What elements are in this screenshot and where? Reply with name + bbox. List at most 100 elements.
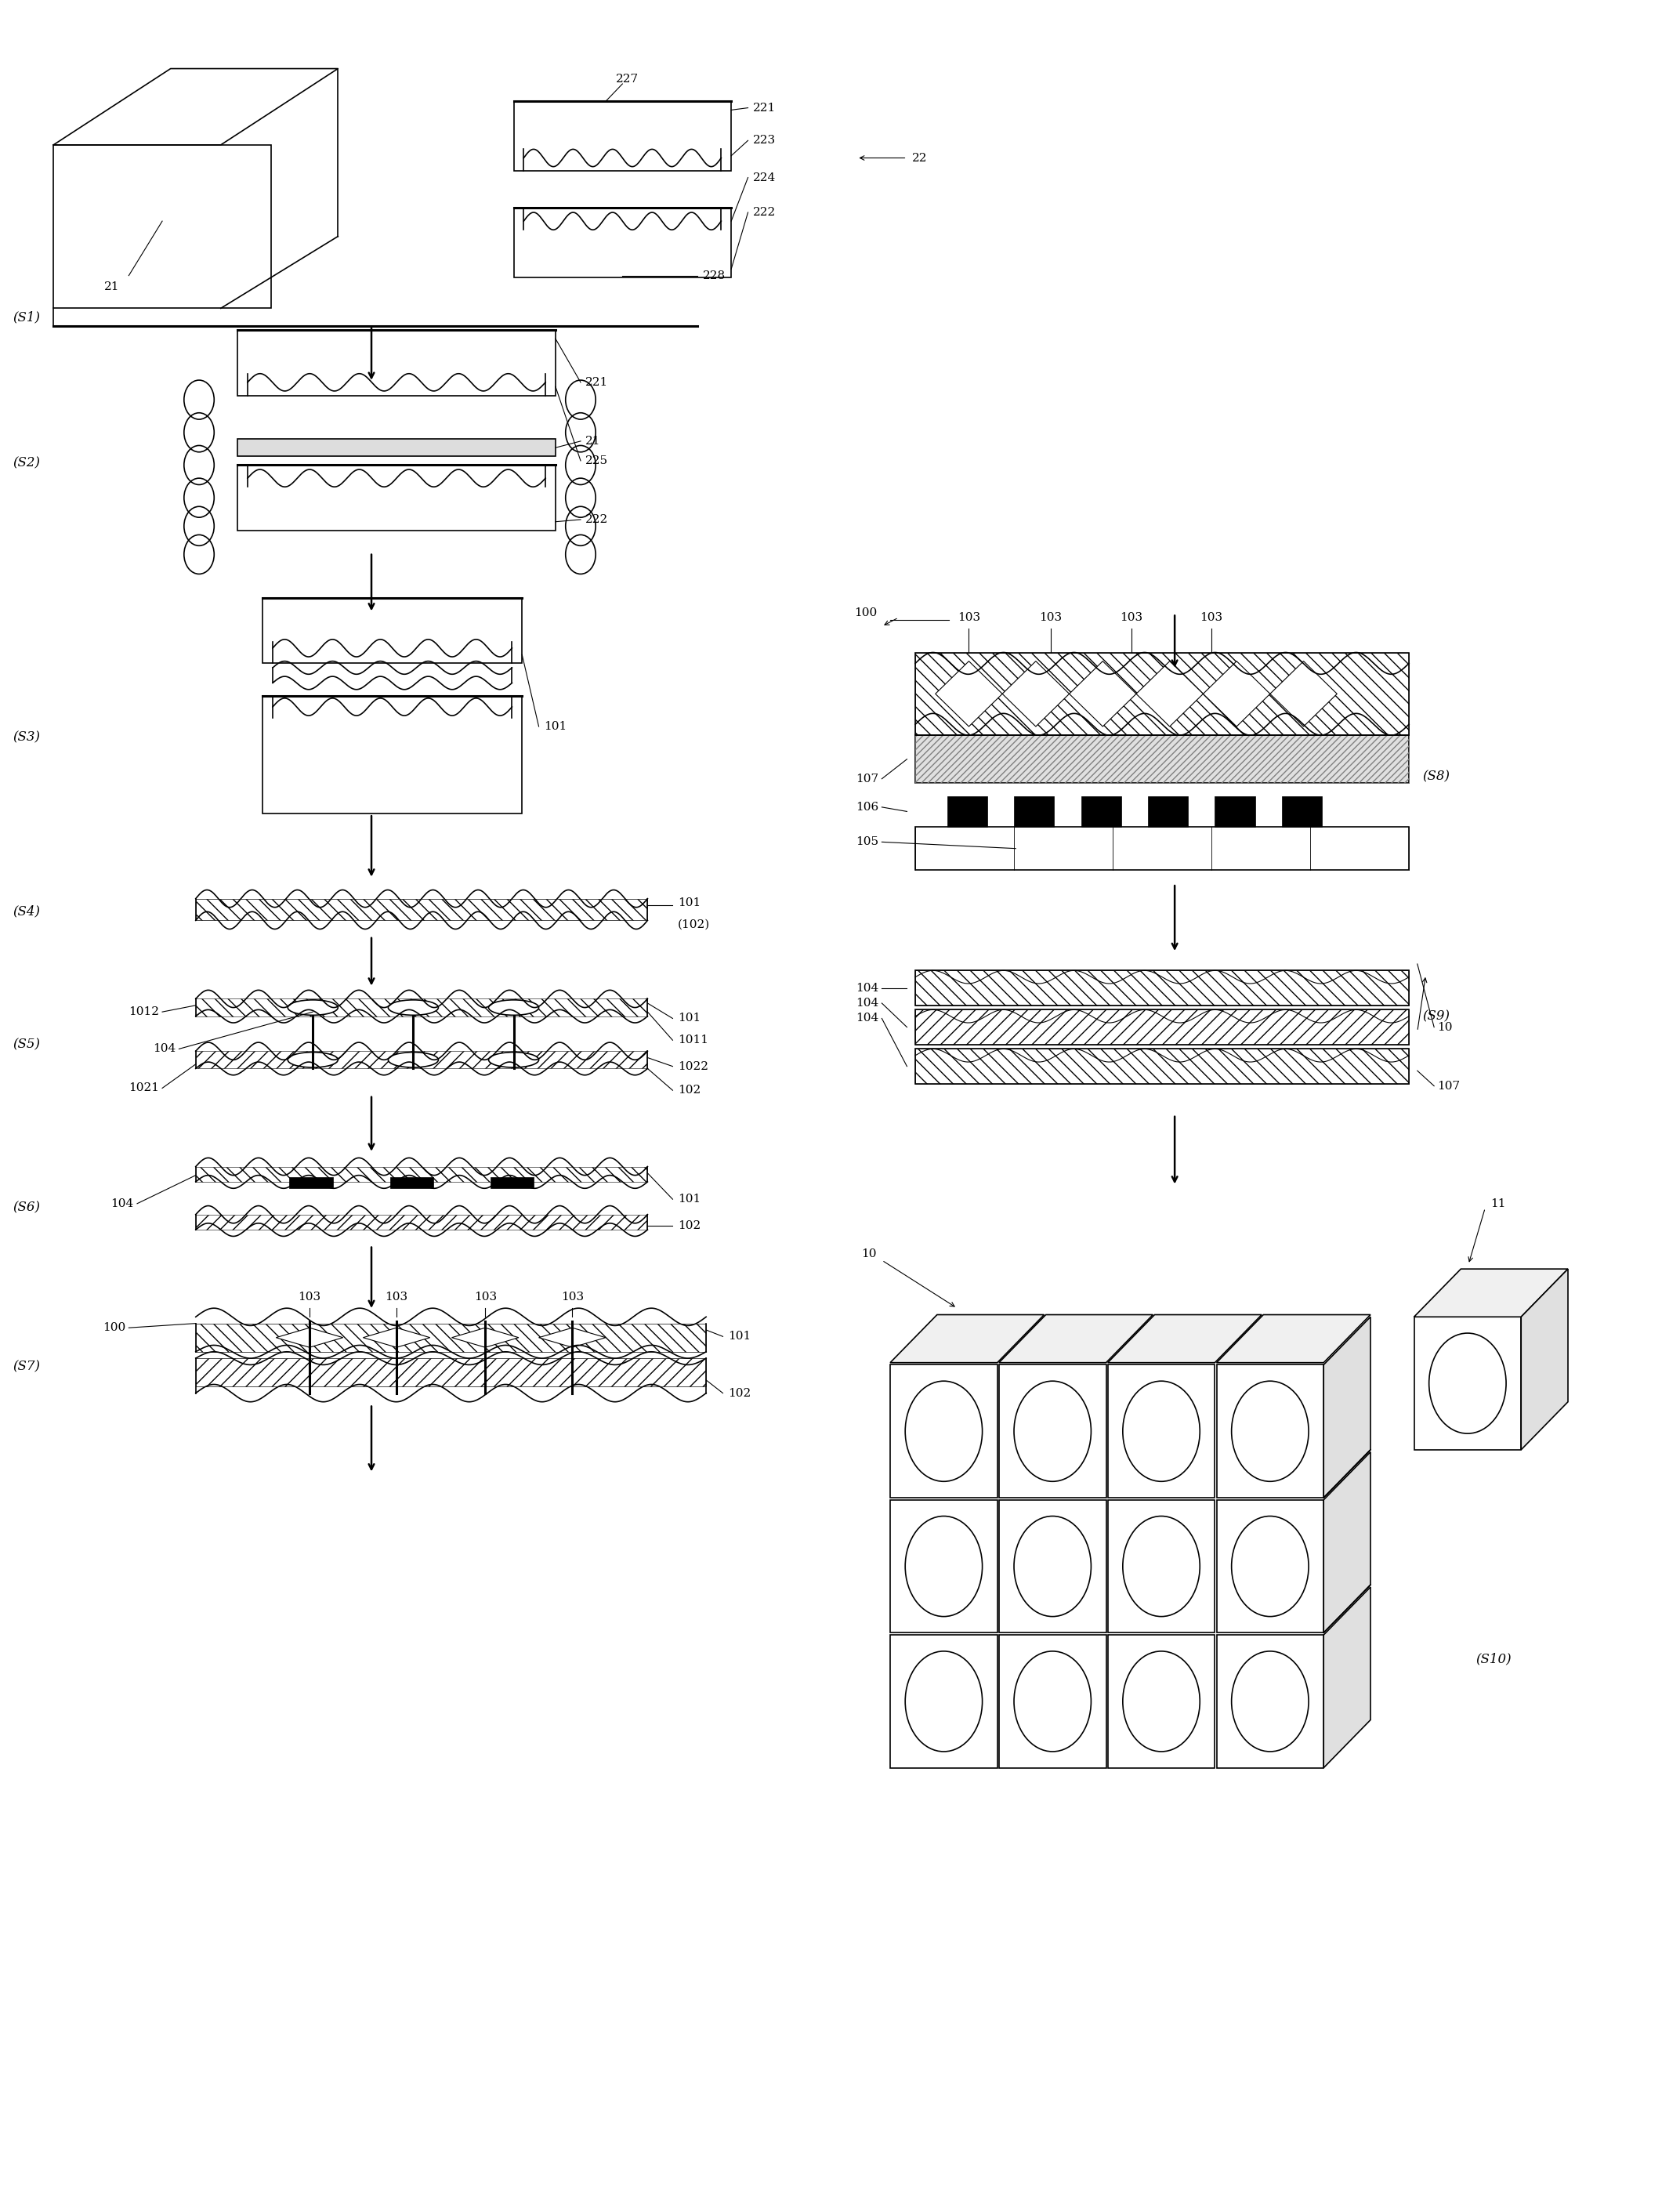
- Polygon shape: [1324, 1453, 1371, 1632]
- Text: (S5): (S5): [13, 1038, 40, 1051]
- Text: 225: 225: [586, 454, 608, 465]
- Bar: [1216, 1366, 1324, 1497]
- Text: 1012: 1012: [128, 1007, 160, 1018]
- Ellipse shape: [388, 1001, 438, 1016]
- Bar: [1107, 1634, 1215, 1768]
- Ellipse shape: [489, 1001, 539, 1016]
- Ellipse shape: [287, 1001, 338, 1016]
- Bar: [237, 330, 556, 395]
- Polygon shape: [1324, 1586, 1371, 1768]
- Polygon shape: [1270, 662, 1337, 728]
- Text: (S7): (S7): [13, 1361, 40, 1374]
- Polygon shape: [1136, 662, 1203, 728]
- Bar: [1000, 1499, 1105, 1632]
- Text: 1021: 1021: [128, 1082, 160, 1095]
- Text: 222: 222: [586, 513, 608, 524]
- Text: 102: 102: [727, 1387, 751, 1398]
- Polygon shape: [1068, 662, 1136, 728]
- Bar: [237, 439, 556, 457]
- Bar: [916, 1049, 1410, 1084]
- Bar: [916, 826, 1410, 870]
- Bar: [916, 1009, 1410, 1044]
- Text: 107: 107: [855, 773, 879, 784]
- Text: 104: 104: [855, 1014, 879, 1025]
- Text: (S3): (S3): [13, 730, 40, 745]
- Text: 223: 223: [753, 135, 776, 146]
- Bar: [262, 599, 522, 664]
- Text: (S1): (S1): [13, 310, 40, 323]
- Polygon shape: [1520, 1269, 1567, 1451]
- Bar: [1080, 795, 1121, 826]
- Text: 104: 104: [855, 983, 879, 994]
- Bar: [514, 101, 731, 170]
- Text: 104: 104: [111, 1197, 134, 1208]
- Text: 102: 102: [677, 1219, 701, 1230]
- Ellipse shape: [388, 1053, 438, 1068]
- Bar: [890, 1634, 998, 1768]
- Bar: [390, 1178, 433, 1189]
- Polygon shape: [890, 1315, 1045, 1363]
- Bar: [1015, 795, 1055, 826]
- Text: 221: 221: [586, 376, 608, 387]
- Text: 103: 103: [561, 1291, 583, 1302]
- Text: (S8): (S8): [1423, 769, 1450, 782]
- Text: 21: 21: [586, 435, 601, 446]
- Text: 104: 104: [855, 999, 879, 1009]
- Text: (S9): (S9): [1423, 1009, 1450, 1023]
- Bar: [1415, 1318, 1520, 1451]
- Text: 227: 227: [617, 74, 638, 85]
- Text: 103: 103: [385, 1291, 408, 1302]
- Bar: [1215, 795, 1255, 826]
- Text: 100: 100: [853, 607, 877, 618]
- Text: 11: 11: [1490, 1197, 1505, 1208]
- Text: 100: 100: [102, 1322, 126, 1333]
- Bar: [1282, 795, 1322, 826]
- Text: 106: 106: [855, 802, 879, 813]
- Polygon shape: [276, 1328, 343, 1348]
- Bar: [890, 1499, 998, 1632]
- Text: 103: 103: [1200, 612, 1223, 623]
- Bar: [1107, 1366, 1215, 1497]
- Polygon shape: [1203, 662, 1270, 728]
- Bar: [262, 697, 522, 813]
- Text: 21: 21: [104, 282, 119, 293]
- Text: 103: 103: [1040, 612, 1062, 623]
- Polygon shape: [1324, 1318, 1371, 1497]
- Bar: [491, 1178, 534, 1189]
- Text: 104: 104: [153, 1044, 176, 1055]
- Bar: [54, 144, 270, 308]
- Polygon shape: [539, 1328, 606, 1348]
- Text: 10: 10: [1438, 1023, 1453, 1034]
- Bar: [1216, 1634, 1324, 1768]
- Text: 103: 103: [1121, 612, 1142, 623]
- Bar: [916, 734, 1410, 782]
- Bar: [1000, 1634, 1105, 1768]
- Polygon shape: [1107, 1315, 1262, 1363]
- Text: (102): (102): [677, 920, 711, 931]
- Text: 101: 101: [677, 898, 701, 909]
- Text: 228: 228: [702, 271, 726, 282]
- Text: 224: 224: [753, 173, 776, 184]
- Text: 1022: 1022: [677, 1062, 709, 1073]
- Text: (S2): (S2): [13, 457, 40, 470]
- Text: 107: 107: [1438, 1079, 1460, 1092]
- Text: (S6): (S6): [13, 1202, 40, 1215]
- Text: 101: 101: [544, 721, 566, 732]
- Bar: [1147, 795, 1188, 826]
- Text: 102: 102: [677, 1084, 701, 1097]
- Text: 1011: 1011: [677, 1036, 709, 1047]
- Text: (S10): (S10): [1477, 1652, 1512, 1665]
- Polygon shape: [1415, 1269, 1567, 1318]
- Text: 221: 221: [753, 103, 776, 114]
- Polygon shape: [1003, 662, 1068, 728]
- Text: (S4): (S4): [13, 905, 40, 918]
- Polygon shape: [1216, 1315, 1371, 1363]
- Text: 103: 103: [297, 1291, 321, 1302]
- Text: 105: 105: [855, 837, 879, 848]
- Ellipse shape: [489, 1053, 539, 1068]
- Bar: [514, 208, 731, 277]
- Text: 101: 101: [677, 1014, 701, 1025]
- Bar: [1216, 1499, 1324, 1632]
- Bar: [916, 653, 1410, 734]
- Bar: [1107, 1499, 1215, 1632]
